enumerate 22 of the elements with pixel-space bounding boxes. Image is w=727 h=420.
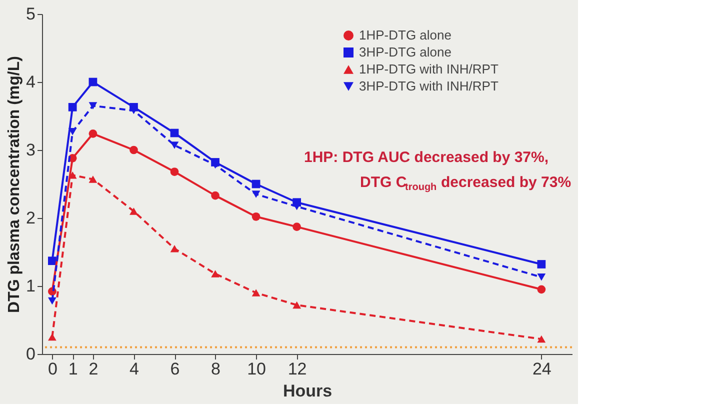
legend-label: 3HP-DTG with INH/RPT [359, 78, 498, 94]
y-tick-label: 0 [26, 344, 36, 364]
y-tick-label: 5 [26, 4, 36, 24]
y-tick-label: 1 [26, 276, 36, 296]
legend-label: 1HP-DTG alone [359, 28, 452, 42]
x-tick-label: 6 [170, 360, 180, 378]
y-tick-label: 4 [26, 72, 36, 92]
legend-label: 3HP-DTG alone [359, 44, 452, 60]
x-tick-label: 12 [288, 360, 307, 378]
annotation: 1HP: DTG AUC decreased by 37%, [304, 149, 549, 166]
x-tick-label: 10 [247, 360, 266, 378]
x-axis-title: Hours [282, 382, 332, 400]
x-tick-label: 24 [532, 360, 552, 378]
x-tick-label: 4 [129, 360, 139, 378]
y-tick-label: 2 [26, 208, 36, 228]
x-tick-label: 1 [68, 360, 78, 378]
x-tick-label: 8 [211, 360, 221, 378]
x-tick-label: 2 [88, 360, 98, 378]
y-axis-title: DTG plasma concentration (mg/L) [6, 56, 24, 313]
legend-label: 1HP-DTG with INH/RPT [359, 62, 498, 76]
y-tick-label: 3 [26, 140, 36, 160]
x-tick-label: 0 [48, 360, 58, 378]
